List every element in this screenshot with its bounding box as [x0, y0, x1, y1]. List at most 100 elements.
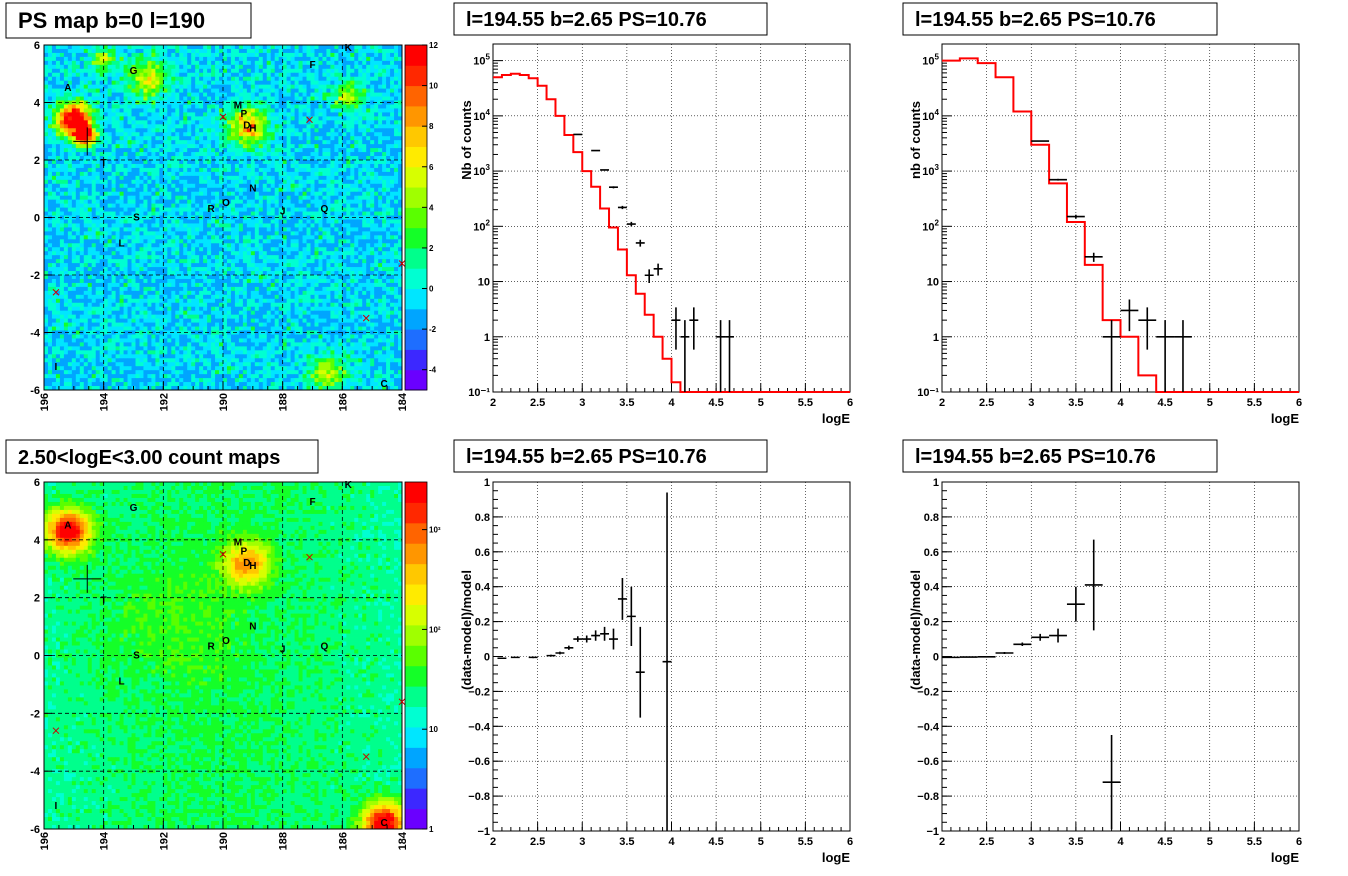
- x-tick-label: 4: [1117, 836, 1124, 848]
- source-label-K: K: [345, 480, 353, 491]
- y-tick-label: 0.4: [924, 582, 940, 594]
- colorbar-tick-label: -4: [429, 366, 437, 375]
- spectrum-panel-1: l=194.55 b=2.65 PS=10.76 2 2.5 3 3.5 4 4.5 5 5.…: [453, 2, 853, 426]
- count-map-heatmap: [44, 482, 403, 830]
- x-tick-label: 196: [39, 393, 51, 411]
- x-tick-label: 2: [939, 397, 945, 409]
- y-tick-label: 1: [933, 332, 939, 344]
- ps-map-x-ticks: 196 194 192 190 188 186 184: [39, 382, 409, 411]
- y-tick-label: -4: [30, 766, 41, 778]
- colorbar-tick-label: 10²: [429, 625, 441, 634]
- source-label-D: D: [243, 558, 250, 569]
- model-step-line: [493, 72, 850, 393]
- data-point: [626, 221, 636, 227]
- source-label-O: O: [222, 198, 230, 209]
- colorbar-tick-label: 12: [429, 41, 438, 50]
- x-tick-label: 4.5: [708, 397, 723, 409]
- y-tick-label: 6: [34, 40, 40, 52]
- y-tick-label: 10: [478, 277, 490, 289]
- x-tick-label: 3: [579, 836, 585, 848]
- x-tick-label: 6: [1296, 836, 1302, 848]
- residual-point: [977, 656, 996, 658]
- residual-point: [942, 656, 960, 659]
- x-marker: [362, 753, 370, 761]
- x-marker: [398, 698, 406, 706]
- residual-point: [609, 628, 618, 650]
- x-tick-label: 5.5: [1247, 836, 1262, 848]
- source-label-K: K: [345, 43, 353, 54]
- colorbar-tick-label: 10: [429, 725, 438, 734]
- x-tick-label: 4: [668, 836, 675, 848]
- x-tick-label: 192: [158, 393, 170, 411]
- x-tick-label: 186: [337, 832, 349, 850]
- x-tick-label: 5: [758, 836, 764, 848]
- residual-point: [1049, 628, 1067, 643]
- y-tick-label: 0.6: [924, 547, 939, 559]
- y-tick-label: -4: [30, 328, 41, 340]
- source-label-I: I: [55, 801, 58, 812]
- y-tick-label: 0: [34, 213, 40, 225]
- residual-point: [546, 654, 556, 657]
- y-tick-label: 105: [922, 53, 939, 68]
- x-tick-label: 4.5: [1157, 397, 1172, 409]
- spectrum-2-ylabel: nb of counts: [908, 101, 923, 179]
- y-tick-label: −0.2: [468, 686, 490, 698]
- x-tick-label: 3.5: [1068, 397, 1083, 409]
- residual-1-ylabel: (data-model)/model: [459, 570, 474, 690]
- y-tick-label: −0.2: [917, 686, 939, 698]
- x-tick-label: 3: [579, 397, 585, 409]
- y-tick-label: 0.8: [924, 512, 939, 524]
- residual-point: [662, 492, 672, 831]
- data-point: [725, 320, 734, 392]
- y-tick-label: −0.6: [468, 756, 490, 768]
- x-tick-label: 190: [218, 832, 230, 850]
- source-label-T: T: [101, 158, 107, 169]
- x-tick-label: 2: [490, 836, 496, 848]
- y-tick-label: 105: [473, 53, 490, 68]
- ps-map-y-ticks: 6 4 2 0 -2 -4 -6: [30, 40, 52, 397]
- x-tick-label: 2.5: [530, 836, 545, 848]
- residual-point: [564, 645, 574, 650]
- data-point: [609, 186, 618, 189]
- source-label-O: O: [222, 636, 230, 647]
- x-tick-label: 6: [1296, 397, 1302, 409]
- residual-1-title: l=194.55 b=2.65 PS=10.76: [466, 446, 707, 468]
- x-marker: [219, 550, 227, 558]
- count-map-grid: [44, 482, 402, 829]
- source-label-M: M: [234, 100, 242, 111]
- y-tick-label: 0.4: [475, 582, 491, 594]
- data-point: [671, 307, 681, 350]
- residual-point: [959, 656, 978, 658]
- x-tick-label: 4: [668, 397, 675, 409]
- x-tick-label: 3.5: [1068, 836, 1083, 848]
- y-tick-label: -2: [30, 270, 40, 282]
- source-label-F: F: [309, 60, 315, 71]
- y-tick-label: 4: [34, 98, 41, 110]
- data-point: [653, 263, 663, 276]
- source-label-D: D: [243, 120, 250, 131]
- residual-2-ylabel: (data-model)/model: [908, 570, 923, 690]
- cross-marker: [73, 564, 102, 593]
- colorbar-tick-label: 0: [429, 285, 434, 294]
- residual-point: [600, 626, 610, 641]
- y-tick-label: 10⁻¹: [468, 387, 490, 399]
- residual-point: [995, 651, 1014, 655]
- residual-point: [582, 635, 592, 643]
- source-label-Q: Q: [321, 204, 329, 215]
- source-label-R: R: [207, 204, 215, 215]
- spectrum-1-ylabel: Nb of counts: [459, 100, 474, 179]
- y-tick-label: 1: [933, 477, 939, 489]
- x-tick-label: 188: [278, 393, 290, 411]
- source-label-J: J: [280, 207, 286, 218]
- source-label-L: L: [119, 238, 125, 249]
- residual-panel-2: l=194.55 b=2.65 PS=10.76 2 2.5 3 3.5 4 4.5 5 5.…: [902, 439, 1302, 865]
- data-point: [1120, 299, 1139, 332]
- residual-panel-1: l=194.55 b=2.65 PS=10.76 2 2.5 3 3.5 4 4.5 5 5.…: [453, 439, 853, 865]
- y-tick-label: 0.6: [475, 547, 490, 559]
- y-tick-label: 2: [34, 593, 40, 605]
- spectrum-1-title: l=194.55 b=2.65 PS=10.76: [466, 9, 707, 31]
- spectrum-2-xlabel: logE: [1271, 411, 1299, 426]
